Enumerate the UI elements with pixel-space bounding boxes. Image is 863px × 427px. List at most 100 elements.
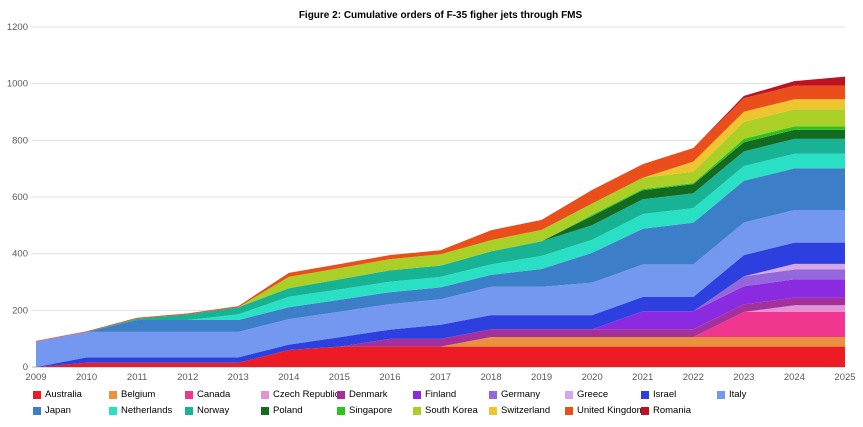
y-axis-tick-label: 1200 — [7, 22, 28, 33]
x-axis-tick-label: 2013 — [228, 372, 249, 383]
y-axis-tick-label: 400 — [12, 249, 28, 260]
legend-swatch-icon — [337, 390, 345, 399]
y-axis-tick-label: 600 — [12, 192, 28, 203]
legend-label: Poland — [273, 405, 303, 416]
x-axis-tick-label: 2014 — [278, 372, 299, 383]
legend-swatch-icon — [641, 390, 649, 399]
legend-label: United Kingdom — [577, 405, 645, 416]
area-italy — [36, 210, 845, 367]
x-axis-tick-label: 2020 — [582, 372, 603, 383]
x-axis-tick-label: 2016 — [379, 372, 400, 383]
legend-swatch-icon — [489, 390, 497, 399]
legend-label: Netherlands — [121, 405, 173, 416]
legend-item-canada: Canada — [185, 389, 261, 400]
legend-swatch-icon — [413, 390, 421, 399]
legend-swatch-icon — [33, 390, 41, 399]
area-south-korea — [36, 109, 845, 342]
x-axis-tick-label: 2009 — [25, 372, 46, 383]
legend-label: Romania — [653, 405, 692, 416]
legend-label: Czech Republic — [273, 389, 340, 400]
chart-title: Figure 2: Cumulative orders of F-35 figh… — [298, 10, 583, 21]
x-axis-tick-label: 2019 — [531, 372, 552, 383]
legend-row: Australia Belgium Canada Czech Republic Denm… — [33, 389, 793, 400]
x-axis-tick-label: 2012 — [177, 372, 198, 383]
chart-legend: Australia Belgium Canada Czech Republic Denm… — [33, 389, 793, 416]
legend-item-japan: Japan — [33, 405, 109, 416]
stacked-area-chart: 0 200 400 600 800 1000 1200 2009 2010 2011 2012 201… — [7, 22, 856, 383]
area-denmark — [36, 297, 845, 367]
x-axis-tick-label: 2023 — [733, 372, 754, 383]
legend-swatch-icon — [565, 406, 573, 415]
legend-label: Canada — [197, 389, 231, 400]
area-australia — [36, 346, 845, 367]
legend-item-australia: Australia — [33, 389, 109, 400]
x-axis-tick-label: 2017 — [430, 372, 451, 383]
x-axis-tick-label: 2021 — [632, 372, 653, 383]
legend-item-netherlands: Netherlands — [109, 405, 185, 416]
area-canada — [36, 312, 845, 367]
area-czech-republic — [36, 305, 845, 367]
legend-item-finland: Finland — [413, 389, 489, 400]
area-germany — [36, 269, 845, 367]
x-axis-tick-label: 2011 — [127, 372, 147, 383]
legend-item-norway: Norway — [185, 405, 261, 416]
legend-swatch-icon — [413, 406, 421, 415]
legend-label: Germany — [501, 389, 541, 400]
x-axis-tick-label: 2018 — [480, 372, 501, 383]
legend-swatch-icon — [489, 406, 497, 415]
area-japan — [36, 168, 845, 342]
legend-label: Italy — [729, 389, 747, 400]
legend-swatch-icon — [185, 390, 193, 399]
legend-item-italy: Italy — [717, 389, 793, 400]
legend-swatch-icon — [109, 390, 117, 399]
legend-swatch-icon — [261, 406, 269, 415]
legend-swatch-icon — [261, 390, 269, 399]
legend-swatch-icon — [717, 390, 725, 399]
area-finland — [36, 279, 845, 367]
x-axis-tick-label: 2015 — [329, 372, 350, 383]
area-norway — [36, 138, 845, 342]
legend-item-switzerland: Switzerland — [489, 405, 565, 416]
legend-item-romania: Romania — [641, 405, 717, 416]
legend-swatch-icon — [565, 390, 573, 399]
legend-label: Switzerland — [501, 405, 551, 416]
legend-item-poland: Poland — [261, 405, 337, 416]
legend-item-denmark: Denmark — [337, 389, 413, 400]
y-axis-tick-label: 0 — [23, 362, 28, 373]
x-axis-tick-label: 2010 — [76, 372, 97, 383]
legend-label: South Korea — [425, 405, 478, 416]
legend-swatch-icon — [641, 406, 649, 415]
area-netherlands — [36, 153, 845, 342]
legend-item-united-kingdom: United Kingdom — [565, 405, 645, 416]
legend-label: Australia — [45, 389, 82, 400]
x-axis-tick-label: 2025 — [834, 372, 855, 383]
legend-item-belgium: Belgium — [109, 389, 185, 400]
legend-swatch-icon — [337, 406, 345, 415]
legend-swatch-icon — [109, 406, 117, 415]
legend-label: Belgium — [121, 389, 156, 400]
legend-item-israel: Israel — [641, 389, 717, 400]
area-israel — [36, 242, 845, 367]
legend-label: Greece — [577, 389, 609, 400]
legend-row: Japan Netherlands Norway Poland Singapore Sou… — [33, 405, 793, 416]
legend-item-greece: Greece — [565, 389, 641, 400]
legend-label: Japan — [45, 405, 71, 416]
legend-item-czech-republic: Czech Republic — [261, 389, 340, 400]
legend-swatch-icon — [185, 406, 193, 415]
legend-swatch-icon — [33, 406, 41, 415]
x-axis-tick-label: 2024 — [784, 372, 805, 383]
legend-label: Finland — [425, 389, 457, 400]
legend-label: Singapore — [349, 405, 393, 416]
legend-item-south-korea: South Korea — [413, 405, 489, 416]
legend-label: Denmark — [349, 389, 388, 400]
legend-item-singapore: Singapore — [337, 405, 413, 416]
legend-label: Norway — [197, 405, 230, 416]
y-axis-tick-label: 1000 — [7, 79, 28, 90]
area-belgium — [36, 337, 845, 367]
y-axis-tick-label: 800 — [12, 135, 28, 146]
legend-label: Israel — [653, 389, 677, 400]
y-axis-tick-label: 200 — [12, 305, 28, 316]
legend-item-germany: Germany — [489, 389, 565, 400]
x-axis-tick-label: 2022 — [683, 372, 704, 383]
